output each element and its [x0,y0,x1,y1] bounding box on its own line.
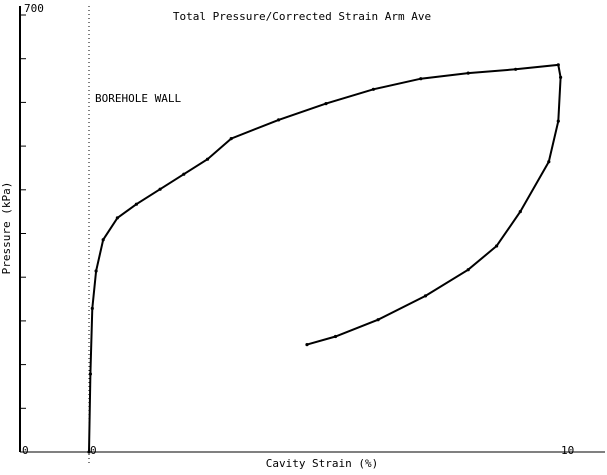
series-point [556,63,560,67]
series-point [205,157,210,161]
series-point [229,137,233,141]
x-tick-label-zero: 0 [90,444,97,457]
series-point [556,119,560,123]
series-point [88,372,92,376]
series-point [559,75,563,79]
series-point [182,172,186,176]
series-point [547,160,551,164]
y-tick-label-bottom: 0 [22,444,29,457]
series-point [101,238,105,242]
series-point [115,216,119,220]
series-point [87,450,91,454]
series-point [158,187,162,191]
series-point [518,210,522,214]
series-point [495,244,499,248]
series-point [90,306,94,310]
series-point [423,294,428,298]
series-line [88,63,562,453]
series-point [419,77,423,81]
y-ticks [20,14,26,453]
series-point [466,268,470,272]
series-point [94,269,98,273]
borehole-wall-annotation: BOREHOLE WALL [95,92,181,105]
series-point [514,67,518,71]
series-point [376,318,380,322]
x-axis-label: Cavity Strain (%) [266,457,379,470]
x-tick-label-ten: 10 [561,444,574,457]
series-point [134,202,138,206]
series-markers [87,63,563,454]
series-point [466,71,470,75]
series-point [333,334,338,339]
chart-title: Total Pressure/Corrected Strain Arm Ave [173,10,431,23]
axes [19,6,605,453]
y-axis-label: Pressure (kPa) [0,182,13,275]
series-point [305,343,309,347]
series-point [371,87,375,91]
series-point [277,118,281,122]
y-tick-label-top: 700 [24,2,44,15]
series-point [324,102,328,106]
